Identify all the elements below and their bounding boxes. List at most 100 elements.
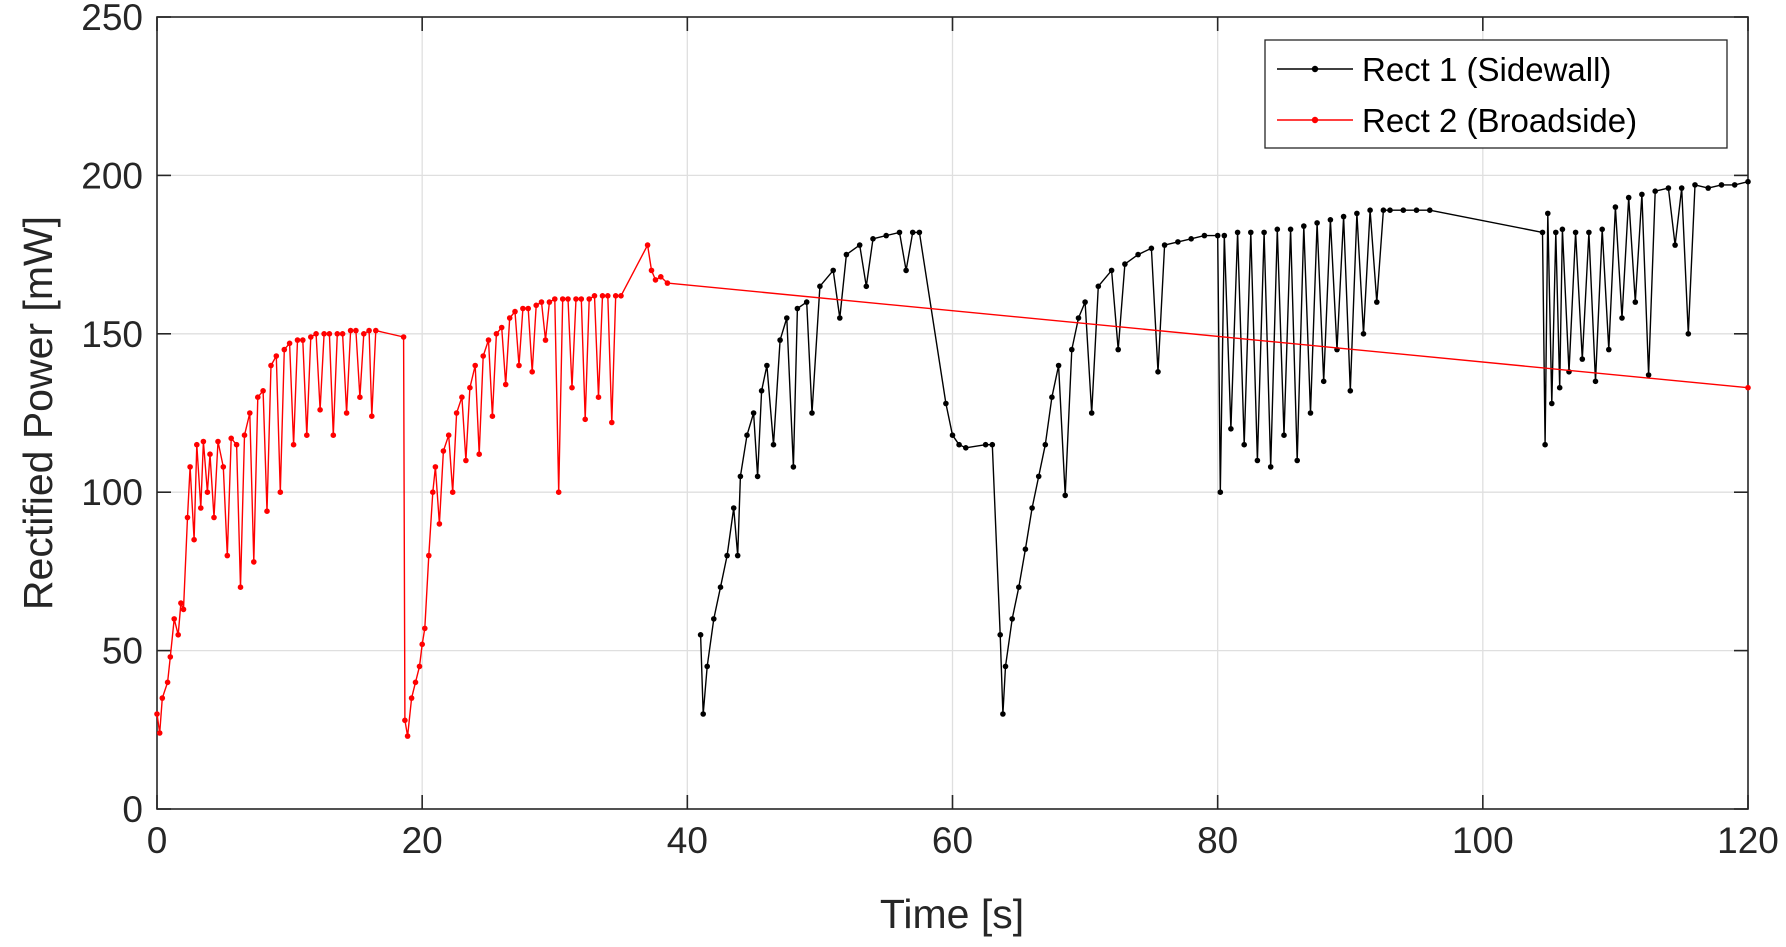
data-point — [1062, 492, 1068, 499]
x-tick-label: 20 — [402, 820, 443, 861]
data-point — [254, 394, 261, 401]
data-point — [1685, 331, 1692, 337]
axis-ticks: 0 20 40 60 80 100 120 0 50 100 150 200 250 — [81, 0, 1779, 861]
data-point — [1599, 226, 1605, 233]
data-point — [609, 419, 615, 426]
data-point — [758, 388, 765, 394]
data-point — [480, 353, 487, 359]
data-point — [204, 489, 211, 496]
data-point — [294, 337, 301, 343]
data-point — [426, 552, 432, 559]
data-point — [700, 711, 706, 717]
data-point — [770, 441, 777, 448]
data-point — [449, 489, 456, 496]
data-point — [777, 337, 783, 343]
data-point — [1307, 410, 1314, 416]
y-tick-label: 150 — [81, 314, 143, 355]
data-point — [997, 632, 1003, 638]
x-axis-label: Time [s] — [880, 891, 1024, 937]
data-point — [734, 552, 741, 559]
data-point — [1254, 457, 1261, 464]
data-point — [1625, 194, 1632, 201]
data-point — [870, 236, 876, 242]
data-point — [737, 473, 744, 480]
data-point — [317, 407, 323, 413]
data-point — [361, 331, 367, 337]
data-point — [194, 441, 200, 448]
data-point — [373, 327, 379, 334]
data-point — [1427, 207, 1433, 213]
data-point — [573, 296, 579, 302]
data-point — [591, 293, 598, 299]
data-point — [1731, 182, 1738, 188]
data-point — [1652, 188, 1658, 194]
x-tick-label: 0 — [147, 820, 168, 861]
data-point — [459, 394, 465, 401]
data-point — [1201, 232, 1208, 239]
data-point — [241, 432, 248, 439]
data-point — [1009, 616, 1015, 622]
data-point — [1287, 226, 1294, 233]
data-point — [863, 283, 870, 290]
data-point — [605, 293, 611, 299]
data-point — [277, 489, 284, 496]
data-point — [1672, 242, 1678, 248]
data-point — [989, 441, 996, 448]
data-point — [167, 654, 174, 660]
data-point — [1340, 213, 1347, 220]
y-axis-label: Rectified Power [mW] — [15, 216, 61, 610]
y-tick-label: 0 — [122, 789, 143, 830]
data-point — [436, 521, 443, 527]
data-point — [476, 451, 483, 458]
data-point — [1175, 239, 1181, 245]
data-point — [502, 381, 509, 388]
data-point — [357, 394, 363, 401]
data-point — [949, 432, 956, 439]
data-point — [412, 679, 419, 686]
data-point — [730, 505, 737, 511]
data-point — [1632, 299, 1639, 305]
data-point — [264, 508, 270, 514]
data-point — [1155, 369, 1161, 375]
data-point — [612, 293, 619, 299]
data-point — [1539, 229, 1546, 236]
legend-marker-rect-1 — [1311, 65, 1319, 73]
data-point — [652, 277, 659, 283]
data-point — [493, 331, 500, 337]
data-point — [1400, 207, 1407, 213]
data-point — [1261, 229, 1267, 236]
data-point — [247, 410, 253, 416]
data-point — [1075, 315, 1082, 321]
data-point — [717, 584, 724, 590]
data-point — [697, 632, 704, 638]
data-point — [1705, 185, 1711, 191]
data-point — [1274, 226, 1281, 233]
data-point — [903, 267, 909, 274]
data-point — [156, 730, 163, 736]
data-point — [313, 331, 319, 337]
data-point — [1055, 362, 1062, 369]
data-point — [402, 717, 408, 724]
data-point — [1374, 299, 1380, 305]
data-point — [784, 315, 790, 321]
data-point — [1301, 223, 1307, 229]
data-point — [1248, 229, 1254, 236]
data-point — [1095, 283, 1102, 290]
data-point — [803, 299, 810, 305]
data-point — [559, 296, 566, 302]
data-point — [648, 267, 655, 274]
data-point — [1217, 489, 1224, 496]
data-point — [552, 296, 558, 302]
data-point — [191, 536, 197, 543]
data-point — [644, 242, 651, 248]
data-point — [432, 464, 439, 470]
data-point — [1327, 217, 1334, 223]
data-point — [1221, 232, 1228, 239]
x-tick-label: 120 — [1717, 820, 1779, 861]
data-point — [542, 337, 549, 343]
data-point — [1380, 207, 1387, 213]
data-point — [1241, 441, 1247, 448]
data-point — [281, 346, 288, 353]
data-point — [300, 337, 306, 343]
data-point — [1049, 394, 1055, 401]
